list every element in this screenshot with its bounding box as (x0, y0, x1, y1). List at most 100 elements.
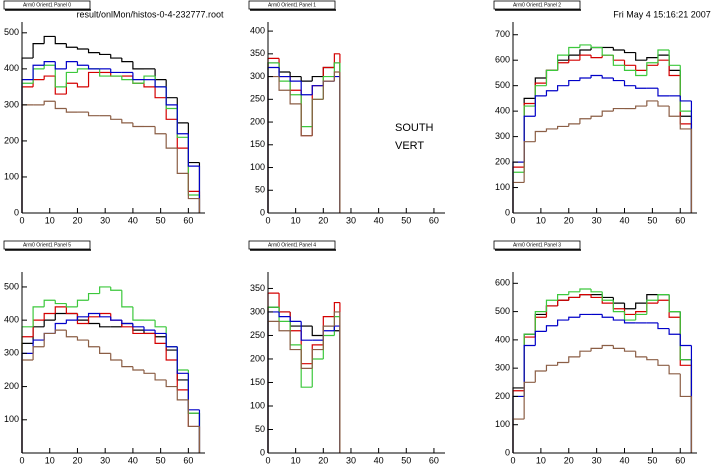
histogram-bin (646, 57, 658, 61)
histogram-bin (65, 61, 78, 69)
y-tick-label: 700 (495, 29, 510, 39)
histogram-bin (32, 43, 45, 59)
histogram-bin (311, 98, 324, 136)
y-tick-label: 400 (495, 334, 510, 344)
y-tick-label: 400 (4, 63, 19, 73)
histogram-bin (278, 321, 291, 332)
histogram-bin (523, 333, 536, 397)
histogram-bin (623, 303, 636, 310)
y-tick-label: 200 (4, 381, 19, 391)
histogram-bin (87, 292, 100, 301)
histogram-bin (76, 299, 89, 307)
histogram-bin (54, 65, 67, 88)
histogram-bin (568, 46, 580, 56)
histogram-bin (579, 54, 592, 61)
histogram-bin (612, 78, 625, 82)
histogram-bin (322, 325, 335, 350)
histogram-bin (646, 299, 658, 315)
y-tick-label: 300 (495, 363, 510, 373)
histogram-bin (612, 303, 625, 310)
histogram-bin (557, 54, 569, 71)
x-tick-label: 30 (100, 215, 110, 225)
histogram-bin (132, 122, 144, 128)
histogram-bin (21, 82, 34, 213)
histogram-bin (333, 62, 340, 68)
histogram-bin (668, 294, 681, 313)
histogram-bin (132, 61, 144, 70)
histogram-bin (612, 55, 625, 66)
histogram-bin (311, 75, 324, 82)
histogram-bin (65, 306, 78, 315)
histogram-bin (635, 313, 647, 321)
histogram-bin (99, 313, 111, 318)
y-tick-label: 300 (250, 306, 265, 316)
histogram-bin (545, 364, 558, 371)
histogram-bin (99, 286, 111, 294)
histogram-bin (590, 347, 603, 352)
y-tick-label: 100 (250, 400, 265, 410)
histogram-bin (143, 326, 156, 331)
histogram-bin (635, 85, 647, 89)
y-tick-label: 200 (495, 391, 510, 401)
histogram-bin (65, 108, 78, 113)
histogram-bin (512, 418, 525, 453)
histogram-bin (187, 379, 200, 414)
histogram-bin (21, 352, 34, 453)
date: Fri May 4 15:16:21 2007 (613, 9, 711, 19)
histogram-bin (545, 305, 558, 315)
histogram-bin (43, 64, 56, 69)
y-tick-label: 150 (250, 377, 265, 387)
y-tick-label: 100 (4, 171, 19, 181)
x-tick-label: 10 (291, 455, 301, 465)
histogram-bin (679, 311, 692, 361)
histogram-bin (545, 69, 558, 84)
x-tick-label: 40 (128, 455, 138, 465)
histogram-bin (322, 334, 335, 359)
histogram-bin (289, 330, 302, 351)
file-name: result/onlMon/histos-0-4-232777.root (76, 9, 224, 19)
histogram-bin (289, 81, 302, 96)
histogram-bin (311, 326, 324, 337)
histogram-bin (657, 100, 670, 107)
histogram-bin (187, 122, 200, 164)
histogram-bin (557, 361, 569, 366)
histogram-bin (87, 316, 100, 324)
histogram-bin (657, 88, 670, 97)
histogram-bin (32, 68, 45, 84)
histogram-bin (54, 329, 67, 334)
y-tick-label: 600 (495, 278, 510, 288)
histogram-bin (657, 322, 670, 330)
histogram-bin (557, 299, 569, 306)
x-tick-label: 10 (536, 215, 546, 225)
histogram-bin (278, 311, 291, 318)
histogram-bin (278, 67, 291, 78)
histogram-bin (590, 288, 603, 293)
histogram-bin (278, 76, 291, 91)
histogram-bin (579, 49, 592, 56)
histogram-bin (99, 68, 111, 77)
x-tick-label: 40 (374, 455, 384, 465)
histogram-bin (21, 86, 34, 213)
x-tick-label: 30 (592, 455, 602, 465)
histogram-bin (289, 72, 302, 78)
histogram-bin (668, 106, 681, 117)
histogram-bin (289, 76, 302, 91)
title-box (493, 240, 581, 250)
histogram-bin (623, 320, 636, 324)
title-box (3, 240, 91, 250)
histogram-bin (623, 50, 636, 54)
histogram-bin (54, 306, 67, 314)
histogram-bin (623, 311, 636, 321)
histogram-bin (154, 68, 167, 81)
histogram-bin (322, 80, 335, 86)
histogram-bin (612, 55, 625, 61)
x-tick-label: 40 (620, 215, 630, 225)
histogram-bin (121, 360, 133, 368)
histogram-bin (579, 288, 592, 292)
histogram-bin (512, 390, 525, 453)
histogram-bin (311, 98, 324, 127)
histogram-bin (545, 128, 558, 132)
histogram-bin (523, 141, 536, 183)
y-tick-label: 50 (255, 185, 265, 195)
histogram-bin (43, 100, 56, 105)
